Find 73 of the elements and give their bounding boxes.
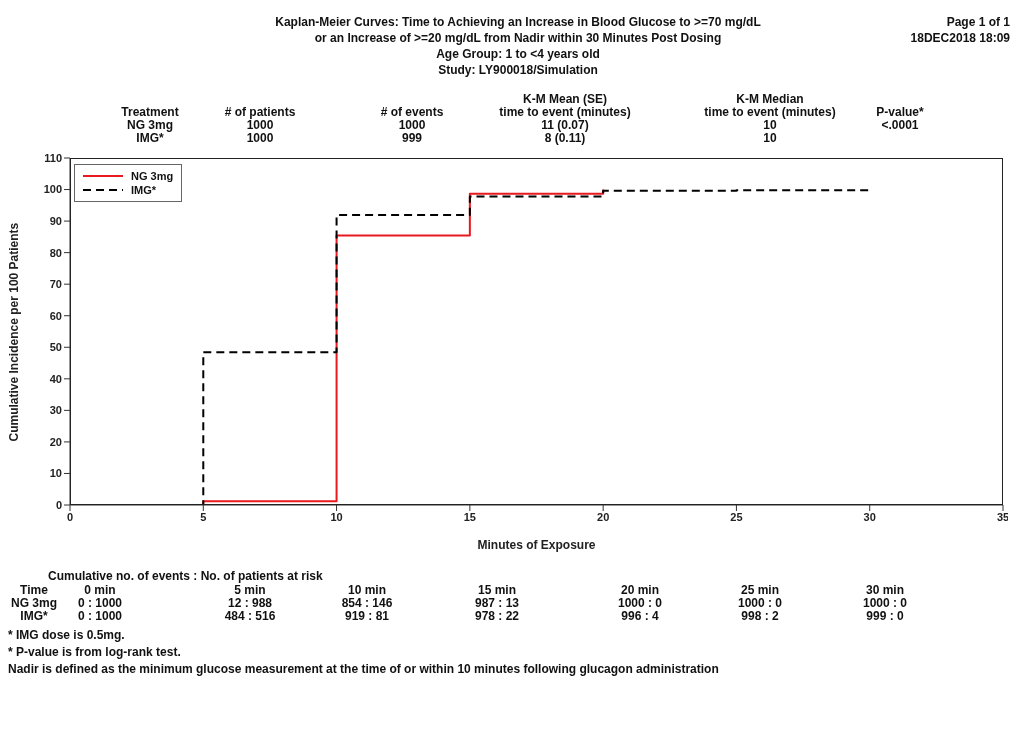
text: 919 : 81 [344, 609, 390, 623]
chart-subtitle: Age Group: 1 to <4 years old Study: LY900018/Simulation [435, 46, 601, 78]
y-tick-label: 0 [55, 498, 62, 511]
x-tick-label: 5 [200, 510, 207, 523]
y-tick-label: 110 [44, 151, 62, 164]
chart-title: Kaplan-Meier Curves: Time to Achieving an Increase in Blood Glucose to >=70 mg/dL or an Increase of >=20 mg/dL from Nadir within 30 Minutes Post Dosing [274, 14, 762, 46]
text: 15 min [477, 583, 517, 597]
x-axis-title: Minutes of Exposure [477, 538, 596, 552]
text: 1000 [246, 118, 274, 132]
text: Cumulative no. of events : No. of patients at risk [48, 569, 323, 583]
text: 12 : 988 [227, 596, 273, 610]
text: 978 : 22 [473, 609, 520, 623]
text: * IMG dose is 0.5mg. [8, 628, 125, 642]
text: 1000 : 0 [617, 596, 663, 610]
text: Time [20, 583, 48, 597]
text: 996 : 4 [620, 609, 660, 623]
text: 10 min [347, 583, 387, 597]
text: P-value* [876, 105, 924, 119]
text: 854 : 146 [341, 596, 393, 610]
legend-label: IMG* [131, 183, 157, 197]
x-tick-label: 35 [996, 510, 1010, 523]
text: 30 min [865, 583, 905, 597]
text: 1000 [246, 131, 274, 145]
x-tick-label: 25 [730, 510, 743, 523]
text: 987 : 13 [473, 596, 520, 610]
text: 1000 : 0 [737, 596, 783, 610]
text: 999 [401, 131, 423, 145]
text: # of patients [224, 105, 296, 119]
text: 0 min [84, 583, 116, 597]
text: 1000 [397, 118, 427, 132]
text: 0 : 1000 [77, 596, 123, 610]
text: 8 (0.11) [543, 131, 586, 145]
text: # of events [380, 105, 444, 119]
text: 484 : 516 [224, 609, 276, 623]
text: 10 [762, 118, 778, 132]
text: 10 [762, 131, 778, 145]
text: 999 : 0 [865, 609, 905, 623]
text: NG 3mg [126, 118, 173, 132]
text: K-M Median time to event (minutes) [703, 92, 837, 119]
y-tick-label: 30 [49, 404, 62, 417]
text: Nadir is defined as the minimum glucose measurement at the time of or within 10 minutes following glucagon administration [8, 662, 719, 676]
text: Page 1 of 1 [946, 15, 1010, 29]
x-tick-label: 10 [330, 510, 343, 523]
text: 20 min [620, 583, 660, 597]
text: <.0001 [880, 118, 920, 132]
text: 5 min [234, 583, 266, 597]
text: 0 : 1000 [77, 609, 123, 623]
text: IMG* [20, 609, 48, 623]
y-tick-label: 10 [49, 467, 62, 480]
x-tick-label: 30 [863, 510, 876, 523]
y-tick-label: 60 [49, 309, 62, 322]
text: 25 min [740, 583, 780, 597]
y-tick-label: 20 [49, 435, 62, 448]
text: IMG* [136, 131, 164, 145]
text: 998 : 2 [740, 609, 780, 623]
text: NG 3mg [10, 596, 57, 610]
text: 1000 : 0 [861, 596, 908, 610]
text: K-M Mean (SE) time to event (minutes) [498, 92, 632, 119]
y-tick-label: 40 [49, 372, 62, 385]
x-tick-label: 0 [66, 510, 74, 523]
y-tick-label: 80 [49, 246, 62, 259]
text: 18DEC2018 18:09 [910, 31, 1010, 45]
text: Treatment [121, 105, 179, 119]
x-tick-label: 15 [463, 510, 476, 523]
text: * P-value is from log-rank test. [8, 645, 181, 659]
text: 11 (0.07) [540, 118, 589, 132]
y-tick-label: 70 [49, 278, 62, 291]
y-tick-label: 50 [49, 341, 62, 354]
x-tick-label: 20 [597, 510, 610, 523]
y-axis-title: Cumulative Incidence per 100 Patients [7, 222, 22, 442]
y-tick-label: 90 [49, 215, 62, 227]
y-tick-label: 100 [43, 183, 62, 196]
legend-label: NG 3mg [131, 169, 174, 183]
